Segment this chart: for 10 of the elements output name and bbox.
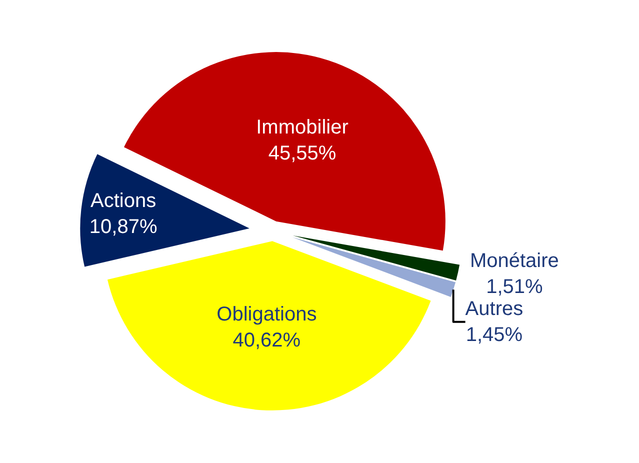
data-label: 1,45% xyxy=(466,324,523,346)
data-label: 45,55% xyxy=(268,142,336,164)
slice-label: Autres xyxy=(465,298,524,320)
slice-label: Obligations xyxy=(216,303,317,326)
slice-label: Immobilier xyxy=(256,116,349,138)
data-label: 1,51% xyxy=(486,276,544,298)
slice-label: Actions xyxy=(90,190,156,212)
data-label: 40,62% xyxy=(232,329,301,352)
data-label: 10,87% xyxy=(89,216,158,238)
slice-label: Monétaire xyxy=(470,250,559,272)
